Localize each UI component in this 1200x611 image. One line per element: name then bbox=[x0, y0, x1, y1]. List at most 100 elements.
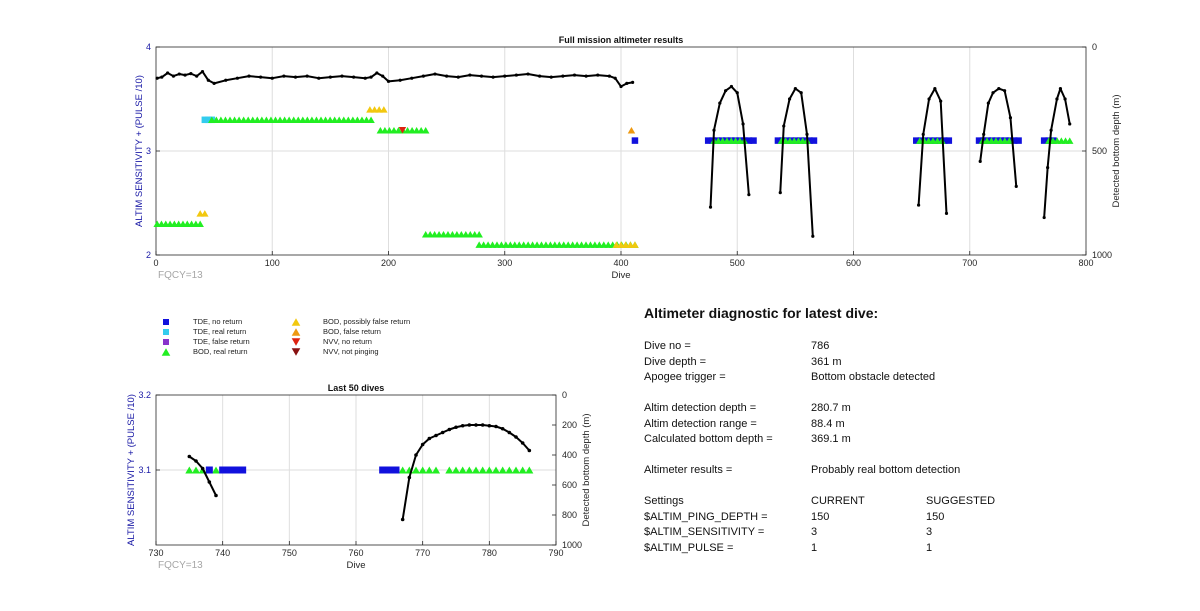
bottom-depth-point bbox=[456, 75, 460, 79]
bottom-depth-point bbox=[500, 426, 505, 431]
bottom-depth-point bbox=[997, 87, 1001, 91]
legend-label: TDE, no return bbox=[193, 317, 243, 326]
bottom-depth-point bbox=[474, 423, 478, 427]
y-right-axis-label: Detected bottom depth (m) bbox=[581, 414, 592, 527]
diagnostic-label: Calculated bottom depth = bbox=[644, 433, 773, 445]
bottom-depth-point bbox=[487, 423, 492, 428]
data-marker bbox=[478, 466, 487, 474]
diagnostic-value: 88.4 m bbox=[811, 417, 845, 430]
data-marker bbox=[225, 466, 233, 474]
data-marker bbox=[1040, 137, 1048, 144]
diagnostic-value: 150 bbox=[811, 510, 830, 523]
bottom-depth-point bbox=[235, 76, 239, 80]
diagnostic-value: 361 m bbox=[811, 355, 842, 368]
bottom-depth-point bbox=[460, 423, 465, 428]
bottom-depth-point bbox=[177, 72, 181, 76]
data-marker bbox=[367, 116, 375, 124]
bottom-depth-point bbox=[171, 74, 176, 78]
x-axis-label: Dive bbox=[346, 560, 365, 571]
diagnostic-label: $ALTIM_SENSITIVITY = bbox=[644, 526, 765, 538]
bottom-depth-point bbox=[200, 466, 205, 471]
bottom-depth-point bbox=[747, 193, 751, 197]
data-marker bbox=[1015, 137, 1022, 144]
data-marker bbox=[201, 210, 209, 217]
diagnostic-value: Bottom obstacle detected bbox=[811, 371, 936, 383]
bottom-depth-point bbox=[369, 75, 373, 79]
data-marker bbox=[211, 466, 221, 474]
diagnostic-value: Probably real bottom detection bbox=[811, 464, 961, 476]
altimeter-diagnostic-panel: Altimeter diagnostic for latest dive: Di… bbox=[644, 305, 1164, 556]
x-tick-label: 740 bbox=[215, 548, 230, 558]
data-marker bbox=[1065, 137, 1074, 144]
data-marker bbox=[196, 220, 204, 228]
x-tick-label: 100 bbox=[265, 258, 280, 268]
data-marker bbox=[239, 466, 247, 474]
chart-title: Last 50 dives bbox=[328, 383, 385, 393]
y-left-tick-label: 3.1 bbox=[138, 465, 151, 475]
bottom-depth-point bbox=[718, 101, 722, 105]
data-marker bbox=[379, 466, 387, 474]
legend-symbol bbox=[163, 319, 169, 325]
bottom-depth-point bbox=[440, 430, 445, 435]
diagnostic-label: Dive no = bbox=[644, 340, 691, 352]
bottom-depth-point bbox=[735, 91, 739, 95]
bottom-depth-point bbox=[921, 132, 925, 136]
data-marker bbox=[627, 126, 636, 134]
y-right-tick-label: 400 bbox=[562, 450, 577, 460]
bottom-depth-point bbox=[445, 74, 449, 78]
data-marker bbox=[219, 466, 227, 474]
data-marker bbox=[631, 137, 639, 144]
diagnostic-row: Dive no = 786 bbox=[644, 339, 1164, 355]
bottom-depth-point bbox=[447, 427, 452, 432]
legend-marker bbox=[163, 319, 169, 325]
bottom-depth-point bbox=[1008, 116, 1013, 120]
legend-symbol bbox=[291, 318, 301, 326]
y-right-tick-label: 200 bbox=[562, 420, 577, 430]
x-tick-label: 750 bbox=[282, 548, 297, 558]
bottom-depth-point bbox=[468, 73, 472, 77]
diagnostic-value: 3 bbox=[926, 526, 933, 538]
diagnostic-spacer bbox=[644, 448, 1164, 464]
x-tick-label: 770 bbox=[415, 548, 430, 558]
data-marker bbox=[411, 466, 421, 474]
bottom-depth-point bbox=[507, 430, 512, 435]
diagnostic-row: Altim detection depth = 280.7 m bbox=[644, 401, 1164, 417]
bottom-depth-point bbox=[572, 73, 577, 77]
bottom-depth-point bbox=[514, 73, 518, 77]
diagnostic-label: Altim detection range = bbox=[644, 417, 757, 430]
bottom-depth-point bbox=[433, 72, 437, 76]
bottom-depth-point bbox=[805, 132, 809, 136]
data-marker bbox=[392, 466, 400, 474]
data-marker bbox=[810, 137, 818, 144]
bottom-depth-point bbox=[155, 76, 159, 80]
x-tick-label: 500 bbox=[730, 258, 745, 268]
diagnostic-spacer bbox=[644, 479, 1164, 495]
bottom-depth-point bbox=[363, 76, 367, 80]
legend-marker bbox=[161, 348, 171, 356]
y-left-tick-label: 2 bbox=[146, 250, 151, 260]
bottom-depth-line bbox=[917, 87, 948, 214]
bottom-depth-point bbox=[596, 73, 600, 77]
data-marker bbox=[1010, 137, 1018, 144]
diagnostic-value: 786 bbox=[811, 340, 830, 352]
data-marker bbox=[232, 466, 240, 474]
data-marker bbox=[774, 137, 782, 144]
data-marker bbox=[750, 137, 757, 144]
data-marker bbox=[475, 230, 483, 238]
bottom-depth-point bbox=[503, 74, 507, 78]
bottom-depth-point bbox=[778, 191, 782, 195]
diagnostic-label: $ALTIM_PING_DEPTH = bbox=[644, 510, 768, 523]
x-tick-label: 730 bbox=[148, 548, 163, 558]
bottom-depth-point bbox=[293, 75, 298, 79]
bottom-depth-point bbox=[467, 423, 472, 427]
data-marker bbox=[498, 466, 507, 474]
data-marker bbox=[525, 466, 534, 474]
y-right-tick-label: 800 bbox=[562, 510, 577, 520]
x-tick-label: 300 bbox=[497, 258, 512, 268]
bottom-depth-point bbox=[549, 75, 553, 79]
diagnostic-row: $ALTIM_PULSE = 1 1 bbox=[644, 541, 1164, 557]
bottom-depth-point bbox=[991, 91, 995, 95]
full-mission-chart: 0 100 200 300 400 500 600 700 800 2 3 4 0 500 1000 Full… bbox=[134, 35, 1122, 281]
data-marker bbox=[458, 466, 467, 474]
bottom-depth-point bbox=[631, 80, 635, 84]
